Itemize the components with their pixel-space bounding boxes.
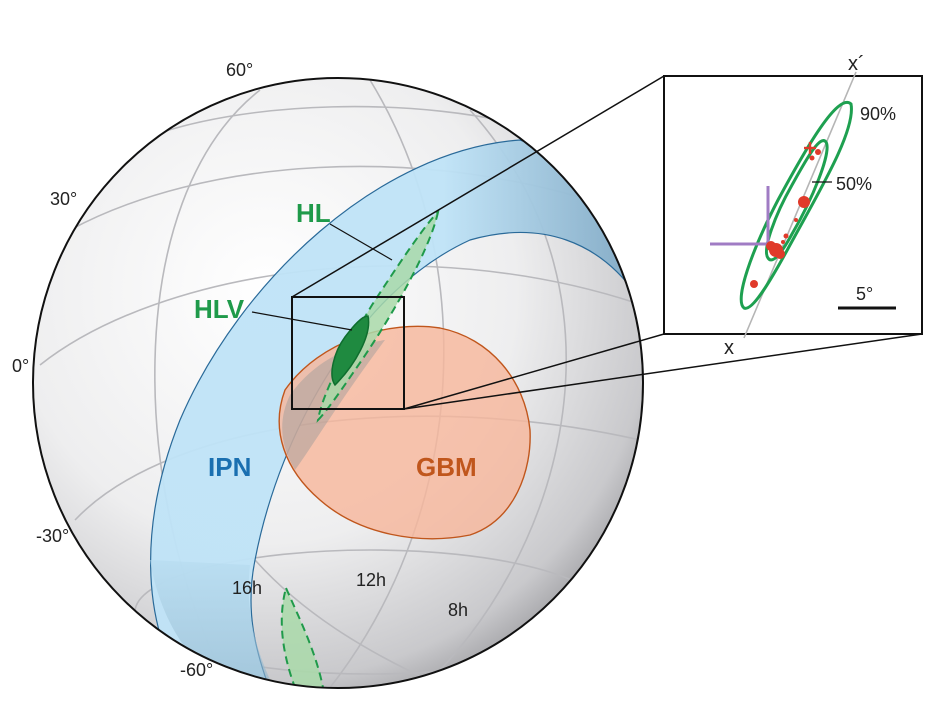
latitude-label-minus60: -60° — [180, 660, 213, 680]
latitude-label-minus30: -30° — [36, 526, 69, 546]
zoom-box — [291, 296, 405, 410]
ipn-label: IPN — [208, 452, 251, 482]
inset-axis-bottom-label: x — [724, 337, 734, 359]
sphere-outline — [32, 77, 644, 689]
red-point — [809, 155, 815, 161]
latitude-label-0: 0° — [12, 356, 29, 376]
latitude-label-30: 30° — [50, 189, 77, 209]
hlv-region — [331, 315, 370, 387]
scale-label: 5° — [856, 284, 873, 304]
hlv-label: HLV — [194, 294, 245, 324]
red-point — [775, 249, 785, 259]
overlap-shade — [282, 340, 385, 470]
meridian-4 — [254, 559, 451, 688]
hour-label-12h: 12h — [356, 570, 386, 590]
connector-line-top — [291, 75, 665, 298]
contour-90 — [739, 100, 853, 310]
contour-50 — [765, 139, 829, 262]
hlv-leader-line — [251, 311, 353, 331]
hour-label-8h: 8h — [448, 600, 468, 620]
gbm-label: GBM — [416, 452, 477, 482]
connector-line-bottom — [403, 333, 665, 410]
sphere-content — [39, 79, 643, 688]
ipn-band-lower-shade — [150, 560, 275, 688]
red-point — [798, 196, 810, 208]
inset-panel: x´ x 90% 50% 5° — [663, 53, 923, 359]
hour-label-16h: 16h — [232, 578, 262, 598]
red-point — [794, 218, 798, 222]
latitude-label-60: 60° — [226, 60, 253, 80]
hl-label: HL — [296, 198, 331, 228]
hl-region-south — [280, 584, 327, 688]
contour-90-label: 90% — [860, 104, 896, 124]
inset-axis-top-label: x´ — [848, 53, 865, 75]
inset-frame — [663, 75, 923, 335]
red-point — [750, 280, 758, 288]
red-point — [766, 241, 776, 251]
red-point — [783, 233, 789, 239]
red-point — [815, 149, 821, 155]
hl-leader-line — [329, 223, 393, 261]
connector-line-bottom-right — [403, 333, 923, 410]
contour-50-label: 50% — [836, 174, 872, 194]
red-sample-points — [750, 149, 821, 288]
red-point — [781, 240, 785, 244]
